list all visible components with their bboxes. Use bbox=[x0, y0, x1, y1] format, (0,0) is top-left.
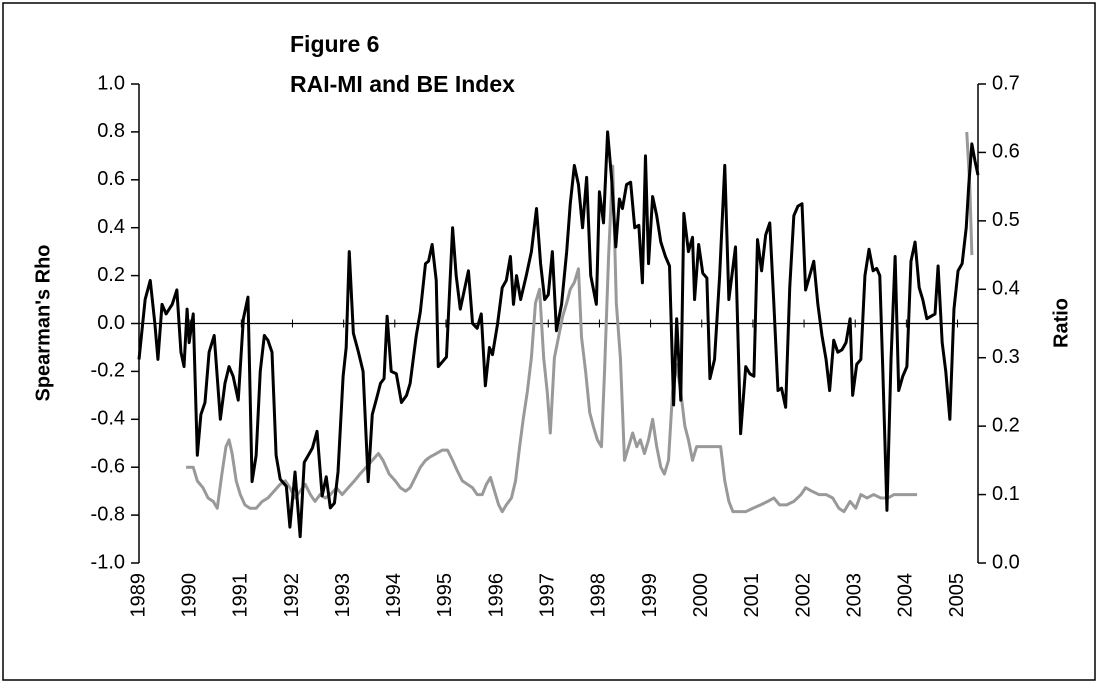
y-tick-label: -0.4 bbox=[91, 408, 125, 430]
x-tick-label: 2004 bbox=[895, 573, 917, 618]
x-tick-label: 1989 bbox=[127, 573, 149, 618]
x-tick-label: 1991 bbox=[230, 573, 252, 618]
y-tick-label: -0.6 bbox=[91, 455, 125, 477]
y2-tick-label: 0.1 bbox=[992, 483, 1020, 505]
y2-tick-label: 0.5 bbox=[992, 209, 1020, 231]
y2-tick-label: 0.6 bbox=[992, 141, 1020, 163]
y2-axis-label: Ratio bbox=[1050, 298, 1072, 348]
y-tick-label: 0.4 bbox=[97, 216, 125, 238]
y2-tick-label: 0.3 bbox=[992, 346, 1020, 368]
x-tick-label: 2003 bbox=[844, 573, 866, 618]
chart-subtitle: RAI-MI and BE Index bbox=[290, 71, 515, 97]
x-tick-label: 1993 bbox=[332, 573, 354, 618]
y-axis-label: Spearman's Rho bbox=[32, 244, 54, 401]
x-tick-label: 2002 bbox=[792, 573, 814, 618]
y2-tick-label: 0.2 bbox=[992, 414, 1020, 436]
y-tick-label: 1.0 bbox=[97, 72, 125, 94]
data-line bbox=[137, 130, 980, 539]
x-tick-label: 1999 bbox=[639, 573, 661, 618]
chart-title: Figure 6 bbox=[290, 31, 379, 57]
y-tick-label: 0.8 bbox=[97, 120, 125, 142]
x-tick-label: 1992 bbox=[281, 573, 303, 618]
y-tick-label: -0.2 bbox=[91, 360, 125, 382]
x-tick-label: 2001 bbox=[741, 573, 763, 618]
x-tick-label: 1998 bbox=[588, 573, 610, 618]
x-tick-label: 1995 bbox=[434, 573, 456, 618]
y-tick-label: -0.8 bbox=[91, 503, 125, 525]
y-tick-label: 0.2 bbox=[97, 264, 125, 286]
y-tick-label: 0.6 bbox=[97, 168, 125, 190]
x-tick-label: 1996 bbox=[485, 573, 507, 618]
x-tick-label: 2000 bbox=[690, 573, 712, 618]
x-tick-label: 1990 bbox=[178, 573, 200, 618]
x-tick-label: 1994 bbox=[383, 573, 405, 618]
y-tick-label: 0.0 bbox=[97, 312, 125, 334]
y-tick-label: -1.0 bbox=[91, 551, 125, 573]
x-tick-label: 1997 bbox=[537, 573, 559, 618]
y2-tick-label: 0.4 bbox=[992, 278, 1020, 300]
y2-tick-label: 0.7 bbox=[992, 72, 1020, 94]
x-tick-label: 2005 bbox=[946, 573, 968, 618]
y2-tick-label: 0.0 bbox=[992, 551, 1020, 573]
